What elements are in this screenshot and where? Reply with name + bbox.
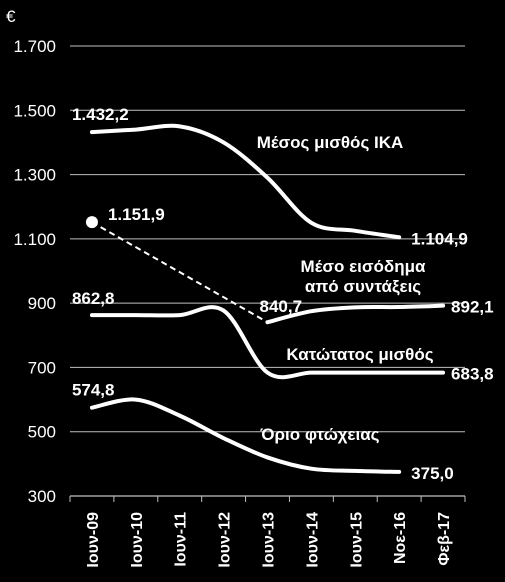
y-tick-label: 700	[28, 358, 56, 377]
x-tick-label: Ιουν-11	[173, 512, 190, 567]
data-label-start: 574,8	[72, 381, 115, 400]
series-line-3	[89, 397, 402, 474]
x-tick-label: Φεβ-17	[436, 512, 453, 566]
data-label-end: 1.104,9	[411, 229, 468, 248]
x-tick-label: Ιουν-14	[304, 512, 321, 568]
data-label-start: 862,8	[72, 289, 115, 308]
series-start-marker-1	[85, 216, 98, 229]
data-label-mid: 840,7	[260, 297, 303, 316]
series-name-label: Κατώτατος μισθός	[286, 345, 433, 364]
grid-layer	[70, 45, 465, 497]
series-name-label: Μέσο εισόδημα	[301, 257, 426, 276]
y-tick-label: 1.300	[13, 166, 56, 185]
series-line-0	[89, 123, 402, 240]
data-label-start: 1.432,2	[72, 105, 129, 124]
series-name-label: Όριο φτώχειας	[259, 425, 379, 444]
y-tick-label: 300	[28, 487, 56, 506]
series-name-label: Μέσος μισθός ΙΚΑ	[257, 133, 404, 152]
x-tick-label: Ιουν-13	[261, 512, 278, 568]
y-tick-label: 1.100	[13, 230, 56, 249]
series-name-label: από συντάξεις	[305, 277, 421, 296]
data-label-end: 892,1	[451, 298, 494, 317]
x-tick-label: Νοε-16	[392, 512, 409, 564]
x-tick-label: Ιουν-12	[217, 512, 234, 568]
y-tick-label: 900	[28, 294, 56, 313]
label-layer: 1.432,2 1.104,9 Μέσος μισθός ΙΚΑ 1.151,9 840…	[72, 105, 494, 483]
series-layer	[85, 123, 446, 474]
y-axis-unit-label: €	[6, 7, 16, 26]
x-tick-label: Ιουν-09	[85, 512, 102, 568]
series-line-2	[89, 305, 446, 380]
x-tick-label: Ιουν-10	[129, 512, 146, 568]
y-tick-label: 1.700	[13, 37, 56, 56]
y-tick-label: 500	[28, 423, 56, 442]
y-tick-label: 1.500	[13, 101, 56, 120]
data-label-end: 683,8	[451, 365, 494, 384]
data-label-end: 375,0	[411, 464, 454, 483]
axis-layer: 300 500 700 900 1.100 1.300 1.500 1.700 Ιουν-09 Ι…	[13, 37, 466, 568]
x-tick-label: Ιουν-15	[348, 512, 365, 568]
series-line-dashed-1	[91, 221, 268, 324]
data-label-start: 1.151,9	[108, 205, 165, 224]
series-line-1	[265, 303, 446, 325]
